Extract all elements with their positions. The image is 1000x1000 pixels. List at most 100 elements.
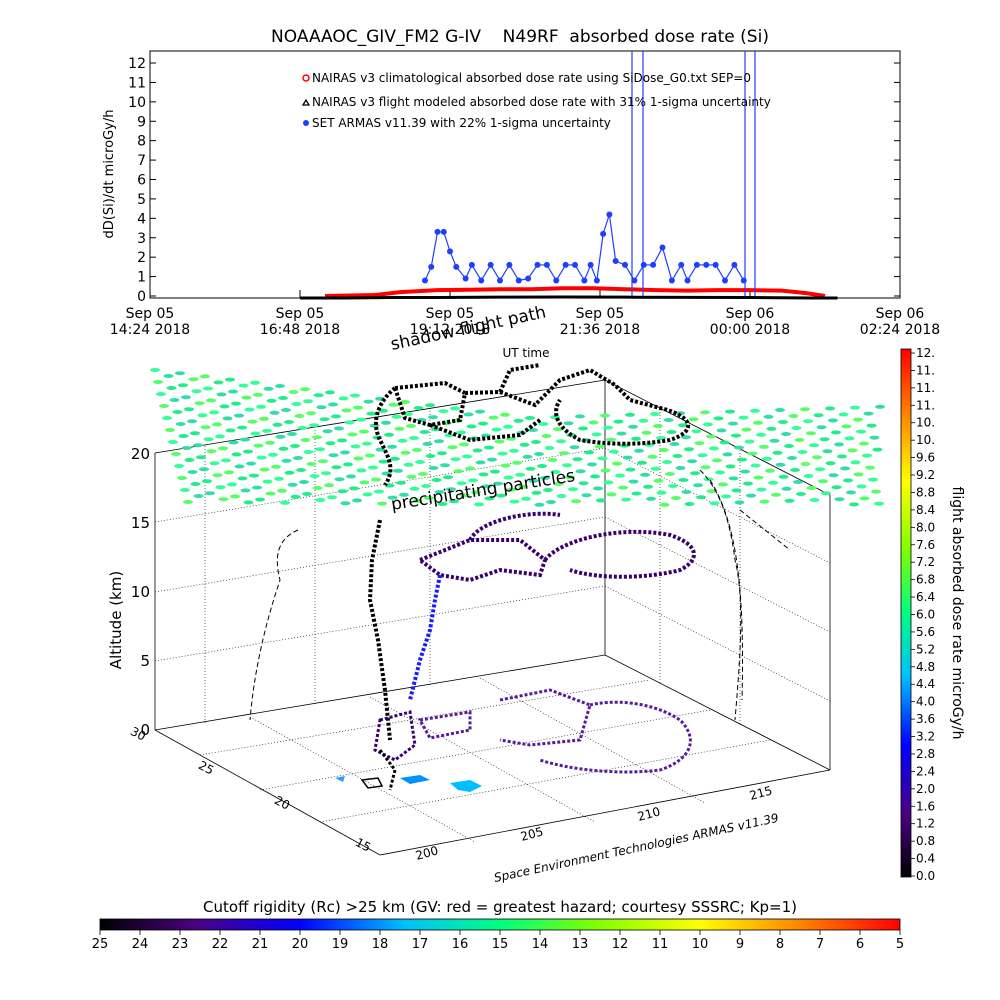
particle-mark: [721, 494, 731, 499]
particle-mark: [191, 389, 202, 394]
armas-point: [462, 275, 469, 282]
particle-mark: [213, 380, 224, 385]
particle-mark: [474, 502, 484, 507]
particle-mark: [206, 449, 217, 454]
longitude-tick-label: 210: [636, 804, 662, 823]
particle-mark: [715, 470, 725, 475]
particle-mark: [368, 465, 378, 470]
particle-mark: [541, 434, 552, 438]
particle-mark: [496, 493, 506, 498]
particle-mark: [741, 427, 752, 432]
particle-mark: [183, 500, 193, 504]
colorbar-tick-label: 12.: [916, 346, 935, 360]
armas-point: [447, 248, 453, 255]
particle-mark: [412, 448, 422, 452]
particle-mark: [800, 462, 811, 466]
armas-point: [434, 228, 441, 235]
particle-mark: [484, 445, 494, 450]
particle-mark: [713, 416, 724, 421]
particle-mark: [669, 442, 680, 446]
particle-mark: [849, 502, 859, 507]
armas-point: [525, 275, 532, 282]
particle-mark: [290, 494, 301, 499]
particle-mark: [678, 478, 689, 482]
particle-mark: [246, 461, 256, 466]
particle-mark: [324, 483, 334, 488]
x-axis-label: UT time: [502, 346, 549, 360]
particle-mark: [600, 413, 610, 418]
particle-mark: [544, 446, 555, 450]
particle-mark: [418, 472, 428, 476]
particle-mark: [728, 421, 738, 426]
particle-mark: [534, 452, 544, 456]
particle-mark: [400, 450, 411, 455]
particle-mark: [163, 374, 174, 378]
armas-point: [587, 261, 594, 268]
particle-mark: [356, 417, 366, 422]
cutoff-tick-label: 8: [776, 937, 784, 952]
armas-point: [631, 277, 638, 284]
particle-mark: [556, 494, 567, 498]
particle-mark: [240, 437, 250, 442]
particle-mark: [390, 456, 400, 461]
particle-mark: [344, 420, 355, 425]
colorbar-tick-label: 6.4: [916, 590, 935, 604]
cutoff-tick-label: 9: [736, 937, 744, 952]
colorbar-tick-label: 10.: [916, 433, 935, 447]
particle-mark: [800, 407, 810, 412]
particle-mark: [688, 417, 699, 422]
grid-line: [479, 677, 706, 804]
particle-mark: [759, 444, 769, 449]
colorbar-tick-label: 6.8: [916, 573, 935, 587]
cutoff-tick-label: 22: [212, 937, 229, 952]
x-tick-label-date: Sep 05: [276, 306, 325, 322]
wall-projection: [699, 469, 742, 721]
particle-mark: [449, 499, 459, 504]
particle-mark: [243, 449, 253, 454]
particle-mark: [818, 479, 828, 484]
particle-mark: [194, 401, 205, 406]
particle-mark: [519, 442, 530, 447]
particle-mark: [521, 496, 531, 501]
flight-path-segment: [468, 511, 561, 542]
particle-mark: [175, 371, 185, 376]
particle-mark: [275, 434, 286, 439]
particle-mark: [596, 498, 606, 503]
particle-mark: [706, 434, 716, 439]
particle-mark: [615, 473, 625, 478]
grid-line: [154, 654, 606, 731]
particle-mark: [240, 488, 251, 493]
particle-mark: [293, 456, 303, 460]
particle-mark: [196, 455, 206, 460]
particle-mark: [425, 403, 435, 408]
particle-mark: [341, 408, 352, 413]
particle-mark: [268, 452, 278, 457]
particle-mark: [206, 398, 216, 403]
dose-colorbar: 0.0 0.4 0.8 1.2 1.6 2.0 2.4 2.8 3.2 3.6 4.0 4.4 4.8 5…: [900, 346, 965, 883]
cutoff-tick-label: 15: [492, 937, 509, 952]
grid-line: [154, 585, 606, 662]
particle-mark: [606, 492, 617, 497]
particle-mark: [659, 448, 669, 452]
ground-shadow-path: [373, 688, 692, 791]
y-tick-label: 11: [128, 75, 146, 91]
colorbar-tick-label: 4.0: [916, 695, 935, 709]
particle-mark: [256, 455, 267, 460]
particle-mark: [288, 390, 299, 394]
particle-mark: [866, 423, 877, 428]
particle-mark: [378, 459, 389, 464]
particle-mark: [296, 468, 306, 472]
altitude-tick-label: 10: [131, 583, 150, 601]
particle-mark: [734, 445, 744, 450]
armas-point: [468, 261, 475, 268]
particle-mark: [506, 487, 517, 492]
cutoff-tick-label: 16: [452, 937, 469, 952]
x-tick-label-time: 02:24 2018: [860, 322, 940, 338]
particle-mark: [809, 498, 820, 502]
cutoff-tick-label: 24: [132, 937, 149, 952]
colorbar-tick-label: 0.0: [916, 869, 935, 883]
particle-mark: [844, 436, 855, 441]
particle-mark: [684, 447, 694, 452]
particle-mark: [359, 480, 370, 485]
particle-mark: [537, 464, 547, 468]
